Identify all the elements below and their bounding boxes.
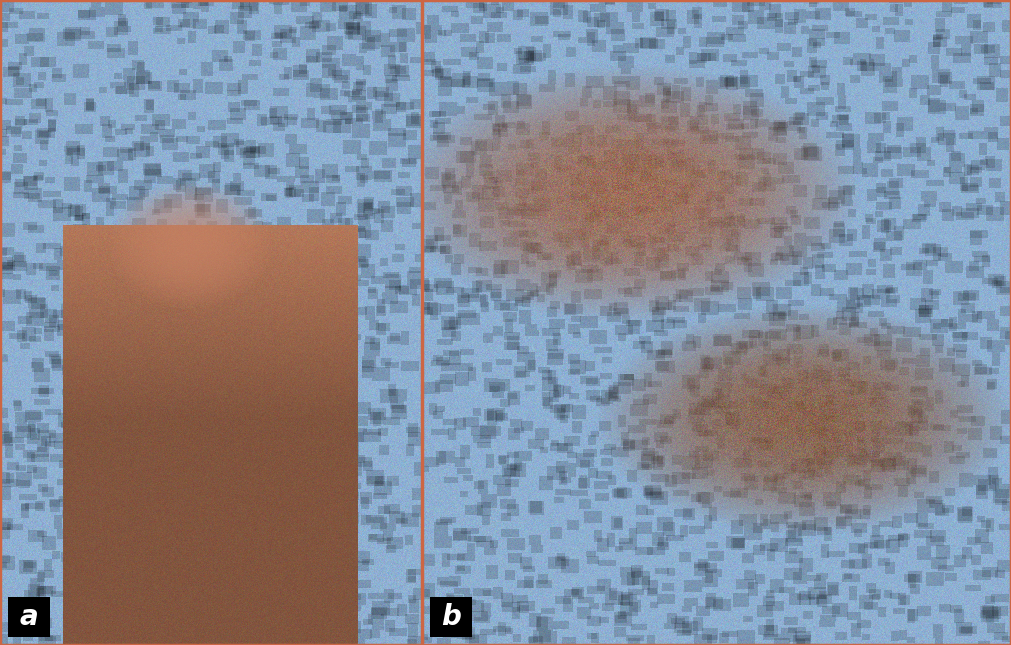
Text: b: b	[441, 603, 461, 631]
Bar	[430, 597, 472, 637]
Bar	[8, 597, 50, 637]
Text: a: a	[19, 603, 38, 631]
